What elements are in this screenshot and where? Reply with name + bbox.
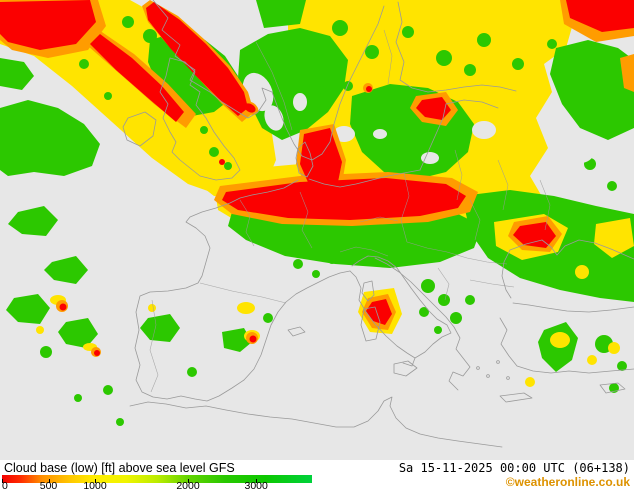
scale-label: 500 bbox=[39, 480, 58, 490]
scale-label: 0 bbox=[2, 480, 8, 490]
scale-tick bbox=[188, 479, 189, 483]
color-scale-gradient bbox=[2, 475, 312, 483]
footer-bar: Cloud base (low) [ft] above sea level GF… bbox=[0, 460, 634, 490]
europe-map-svg bbox=[0, 0, 634, 448]
scale-label: 1000 bbox=[83, 480, 107, 490]
copyright-link[interactable]: ©weatheronline.co.uk bbox=[505, 475, 630, 489]
coastlines bbox=[122, 0, 634, 448]
scale-label: 3000 bbox=[244, 480, 268, 490]
scale-tick bbox=[256, 479, 258, 483]
map-title: Cloud base (low) [ft] above sea level GF… bbox=[4, 461, 235, 475]
scale-tick bbox=[2, 479, 3, 483]
map-canvas bbox=[0, 0, 634, 460]
scale-tick bbox=[48, 479, 50, 483]
forecast-datetime: Sa 15-11-2025 00:00 UTC (06+138) bbox=[398, 461, 630, 475]
scale-label: 2000 bbox=[176, 480, 200, 490]
country-borders bbox=[149, 29, 551, 393]
scale-tick bbox=[95, 479, 96, 483]
color-scale-labels: 0 500 1000 2000 3000 bbox=[2, 480, 312, 490]
